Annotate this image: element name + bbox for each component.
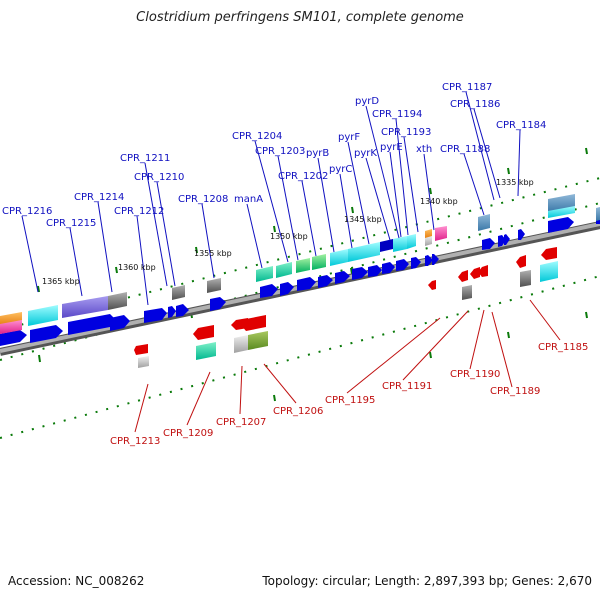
kbp-label: 1335 kbp — [496, 178, 534, 187]
gene-label: pyrK — [354, 148, 377, 159]
gene-label: CPR_1211 — [120, 153, 170, 164]
gene-label: CPR_1209 — [163, 428, 213, 439]
kbp-label: 1355 kbp — [194, 249, 232, 258]
gene-label: CPR_1190 — [450, 369, 500, 380]
gene-label: CPR_1185 — [538, 342, 588, 353]
gene-label: CPR_1204 — [232, 131, 282, 142]
reverse-genes — [134, 247, 557, 355]
gene-label: CPR_1206 — [273, 406, 323, 417]
gene-label: pyrC — [329, 164, 352, 175]
gene-label: CPR_1187 — [442, 82, 492, 93]
map-title: Clostridium perfringens SM101, complete … — [136, 10, 464, 25]
gene-label: CPR_1195 — [325, 395, 375, 406]
accession-text: Accession: NC_008262 — [8, 574, 145, 588]
gene-label: xth — [416, 144, 432, 155]
gene-label: CPR_1215 — [46, 218, 96, 229]
gene-label: CPR_1189 — [490, 386, 540, 397]
genome-summary-text: Topology: circular; Length: 2,897,393 bp… — [262, 574, 592, 588]
gene-label: CPR_1184 — [496, 120, 546, 131]
gene-label: CPR_1213 — [110, 436, 160, 447]
lower-gene-labels: CPR_1213 CPR_1209 CPR_1207 CPR_1206 CPR_… — [110, 342, 588, 447]
gene-label: CPR_1186 — [450, 99, 500, 110]
gene-label: manA — [234, 194, 263, 205]
kbp-label: 1365 kbp — [42, 277, 80, 286]
forward-genes — [0, 211, 600, 346]
gene-label: CPR_1202 — [278, 171, 328, 182]
kbp-label: 1340 kbp — [420, 197, 458, 206]
gene-label: CPR_1194 — [372, 109, 422, 120]
upper-feature-genes — [0, 194, 600, 334]
upper-leader-lines — [21, 91, 521, 306]
gene-label: CPR_1208 — [178, 194, 228, 205]
gene-label: pyrF — [338, 132, 360, 143]
gene-label: CPR_1207 — [216, 417, 266, 428]
lower-leader-lines — [134, 299, 561, 433]
dotted-tracks — [0, 177, 600, 439]
gene-label: CPR_1214 — [74, 192, 124, 203]
kbp-labels: 1335 kbp 1340 kbp 1345 kbp 1350 kbp 1355… — [42, 178, 534, 286]
kbp-label: 1360 kbp — [118, 263, 156, 272]
gene-label: pyrB — [306, 148, 329, 159]
kbp-label: 1345 kbp — [344, 215, 382, 224]
upper-gene-labels: CPR_1216 CPR_1215 CPR_1214 CPR_1212 CPR_… — [2, 82, 546, 229]
gene-label: CPR_1193 — [381, 127, 431, 138]
kbp-label: 1350 kbp — [270, 232, 308, 241]
lower-feature-genes — [138, 261, 558, 368]
gene-label: pyrD — [355, 96, 379, 107]
gene-label: pyrE — [380, 142, 403, 153]
gene-label: CPR_1203 — [255, 146, 305, 157]
gene-label: CPR_1210 — [134, 172, 184, 183]
gene-label: CPR_1188 — [440, 144, 490, 155]
gene-label: CPR_1212 — [114, 206, 164, 217]
gene-label: CPR_1191 — [382, 381, 432, 392]
gene-label: CPR_1216 — [2, 206, 52, 217]
